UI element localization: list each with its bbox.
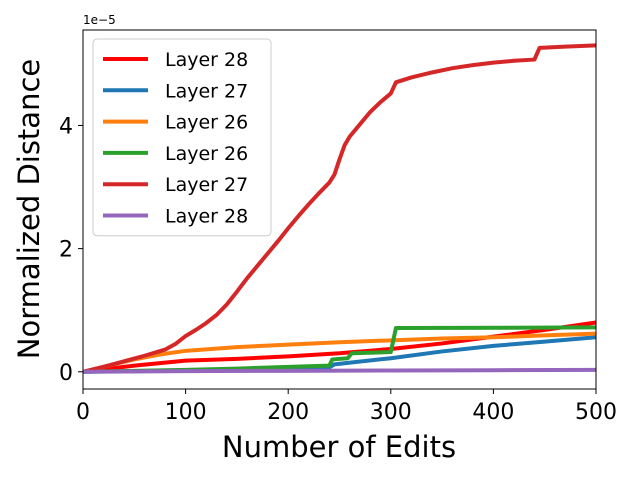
y-tick-label: 0 bbox=[59, 361, 73, 386]
series-line-1 bbox=[82, 320, 597, 374]
y-tick-label: 2 bbox=[59, 238, 73, 263]
legend-label: Layer 28 bbox=[165, 206, 248, 228]
axes bbox=[82, 29, 597, 390]
x-tick-label: 500 bbox=[575, 400, 617, 425]
series-line-5 bbox=[82, 43, 597, 374]
x-tick-label: 200 bbox=[267, 400, 309, 425]
legend-label: Layer 27 bbox=[165, 174, 248, 196]
legend-label: Layer 27 bbox=[165, 80, 248, 102]
x-tick-label: 0 bbox=[76, 400, 90, 425]
legend-label: Layer 26 bbox=[165, 143, 248, 165]
x-tick-label: 100 bbox=[165, 400, 207, 425]
series-lines bbox=[82, 43, 597, 374]
y-tick-label: 4 bbox=[59, 114, 73, 139]
y-axis-label: Normalized Distance bbox=[12, 59, 46, 359]
series-line-6 bbox=[82, 367, 597, 374]
ticks: 0 100 200 300 400 500 0 2 4 bbox=[59, 114, 617, 425]
legend-label: Layer 26 bbox=[165, 112, 248, 134]
x-axis-label: Number of Edits bbox=[222, 430, 456, 464]
x-tick-label: 400 bbox=[472, 400, 514, 425]
legend-box bbox=[92, 38, 272, 237]
legend-label: Layer 28 bbox=[165, 49, 248, 71]
plot-frame bbox=[82, 29, 597, 390]
y-offset-label: 1e−5 bbox=[83, 13, 116, 27]
legend: Layer 28 Layer 27 Layer 26 Layer 26 Layer 27… bbox=[92, 38, 272, 237]
x-tick-label: 300 bbox=[370, 400, 412, 425]
